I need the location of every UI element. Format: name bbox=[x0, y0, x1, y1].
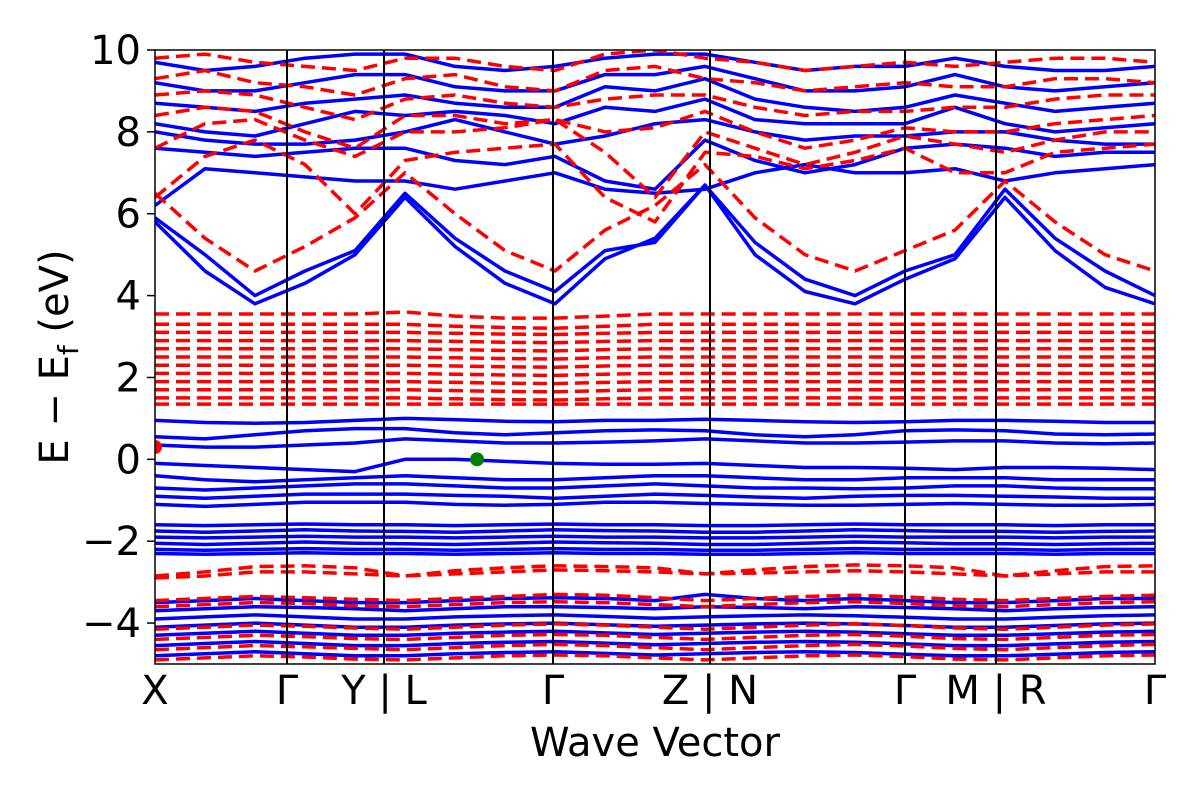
band-spin-up-1 bbox=[155, 183, 1155, 298]
markers-layer bbox=[155, 440, 484, 467]
band-spin-up-7 bbox=[155, 64, 1155, 93]
kpoint-label-1: Γ bbox=[276, 668, 299, 714]
band-spin-down-1 bbox=[155, 138, 1155, 224]
y-tick-label-6: 6 bbox=[116, 192, 141, 238]
kpoint-label-5: Γ bbox=[894, 668, 917, 714]
band-spin-up-29 bbox=[155, 649, 1155, 658]
band-spin-up-23 bbox=[155, 592, 1155, 605]
band-spin-down-2 bbox=[155, 117, 1155, 200]
band-spin-up-14 bbox=[155, 482, 1155, 492]
band-spin-up-20 bbox=[155, 540, 1155, 547]
x-axis-title: Wave Vector bbox=[530, 720, 781, 766]
band-spin-down-6 bbox=[155, 50, 1155, 73]
kpoint-label-2: Y | L bbox=[340, 668, 427, 714]
band-spin-down-14 bbox=[155, 371, 1155, 378]
band-spin-down-11 bbox=[155, 347, 1155, 353]
band-spin-up-19 bbox=[155, 534, 1155, 540]
y-tick-label-2: 2 bbox=[116, 355, 141, 401]
band-spin-down-4 bbox=[155, 89, 1155, 122]
y-axis-ticks: −4 −2 0 2 4 6 8 10 bbox=[82, 28, 155, 647]
band-spin-down-10 bbox=[155, 338, 1155, 345]
band-spin-down-17 bbox=[155, 396, 1155, 402]
band-spin-up-3 bbox=[155, 138, 1155, 191]
band-spin-up-27 bbox=[155, 629, 1155, 638]
kpath-dividers bbox=[286, 50, 997, 664]
vbm-marker bbox=[470, 452, 484, 467]
band-spin-down-12 bbox=[155, 355, 1155, 361]
plot-frame bbox=[154, 49, 1156, 665]
band-spin-up-2 bbox=[155, 162, 1155, 207]
kpoint-label-6: M | R bbox=[945, 668, 1046, 714]
y-tick-label-8: 8 bbox=[116, 110, 141, 156]
band-spin-up-10 bbox=[155, 426, 1155, 441]
kpoint-label-3: Γ bbox=[542, 668, 565, 714]
y-axis-title-spacer bbox=[32, 333, 78, 346]
y-tick-label--2: −2 bbox=[82, 519, 141, 565]
band-spin-down-16 bbox=[155, 387, 1155, 394]
band-spin-up-12 bbox=[155, 457, 1155, 474]
y-tick-label--4: −4 bbox=[82, 601, 141, 647]
band-spin-up-13 bbox=[155, 473, 1155, 484]
band-spin-down-3 bbox=[155, 105, 1155, 150]
kpoint-label-0: X bbox=[141, 668, 168, 714]
kpoint-label-4: Z | N bbox=[662, 668, 758, 714]
x-axis-kpoint-labels: X Γ Y | L Γ Z | N Γ M | R Γ bbox=[141, 668, 1167, 714]
y-tick-label-10: 10 bbox=[90, 28, 141, 74]
band-spin-up-15 bbox=[155, 492, 1155, 500]
band-spin-up-6 bbox=[155, 76, 1155, 114]
band-spin-down-13 bbox=[155, 363, 1155, 369]
band-spin-up-22 bbox=[155, 550, 1155, 557]
band-spin-up-24 bbox=[155, 604, 1155, 613]
band-spin-up-17 bbox=[155, 522, 1155, 528]
band-spin-up-28 bbox=[155, 639, 1155, 648]
y-tick-label-4: 4 bbox=[116, 274, 141, 320]
y-axis-title-main: E − E bbox=[32, 355, 78, 465]
band-spin-down-0 bbox=[155, 162, 1155, 273]
bands-layer bbox=[155, 50, 1155, 662]
cbm-marker bbox=[155, 440, 162, 455]
y-axis-title-subscript: f bbox=[52, 344, 85, 355]
band-spin-down-15 bbox=[155, 379, 1155, 386]
kpoint-label-7: Γ bbox=[1144, 668, 1167, 714]
band-spin-up-21 bbox=[155, 546, 1155, 552]
band-spin-down-7 bbox=[155, 310, 1155, 320]
y-tick-label-0: 0 bbox=[116, 437, 141, 483]
band-spin-down-8 bbox=[155, 322, 1155, 331]
y-axis-title: E − Ef (eV) bbox=[32, 249, 85, 464]
band-spin-up-25 bbox=[155, 613, 1155, 621]
band-spin-down-5 bbox=[155, 64, 1155, 97]
band-spin-down-9 bbox=[155, 330, 1155, 337]
band-spin-up-0 bbox=[155, 183, 1155, 306]
band-spin-up-26 bbox=[155, 621, 1155, 629]
band-spin-up-18 bbox=[155, 527, 1155, 534]
band-spin-up-11 bbox=[155, 437, 1155, 449]
band-spin-up-16 bbox=[155, 500, 1155, 509]
y-axis-title-unit: (eV) bbox=[32, 249, 78, 332]
band-spin-up-5 bbox=[155, 97, 1155, 138]
band-spin-up-9 bbox=[155, 416, 1155, 426]
